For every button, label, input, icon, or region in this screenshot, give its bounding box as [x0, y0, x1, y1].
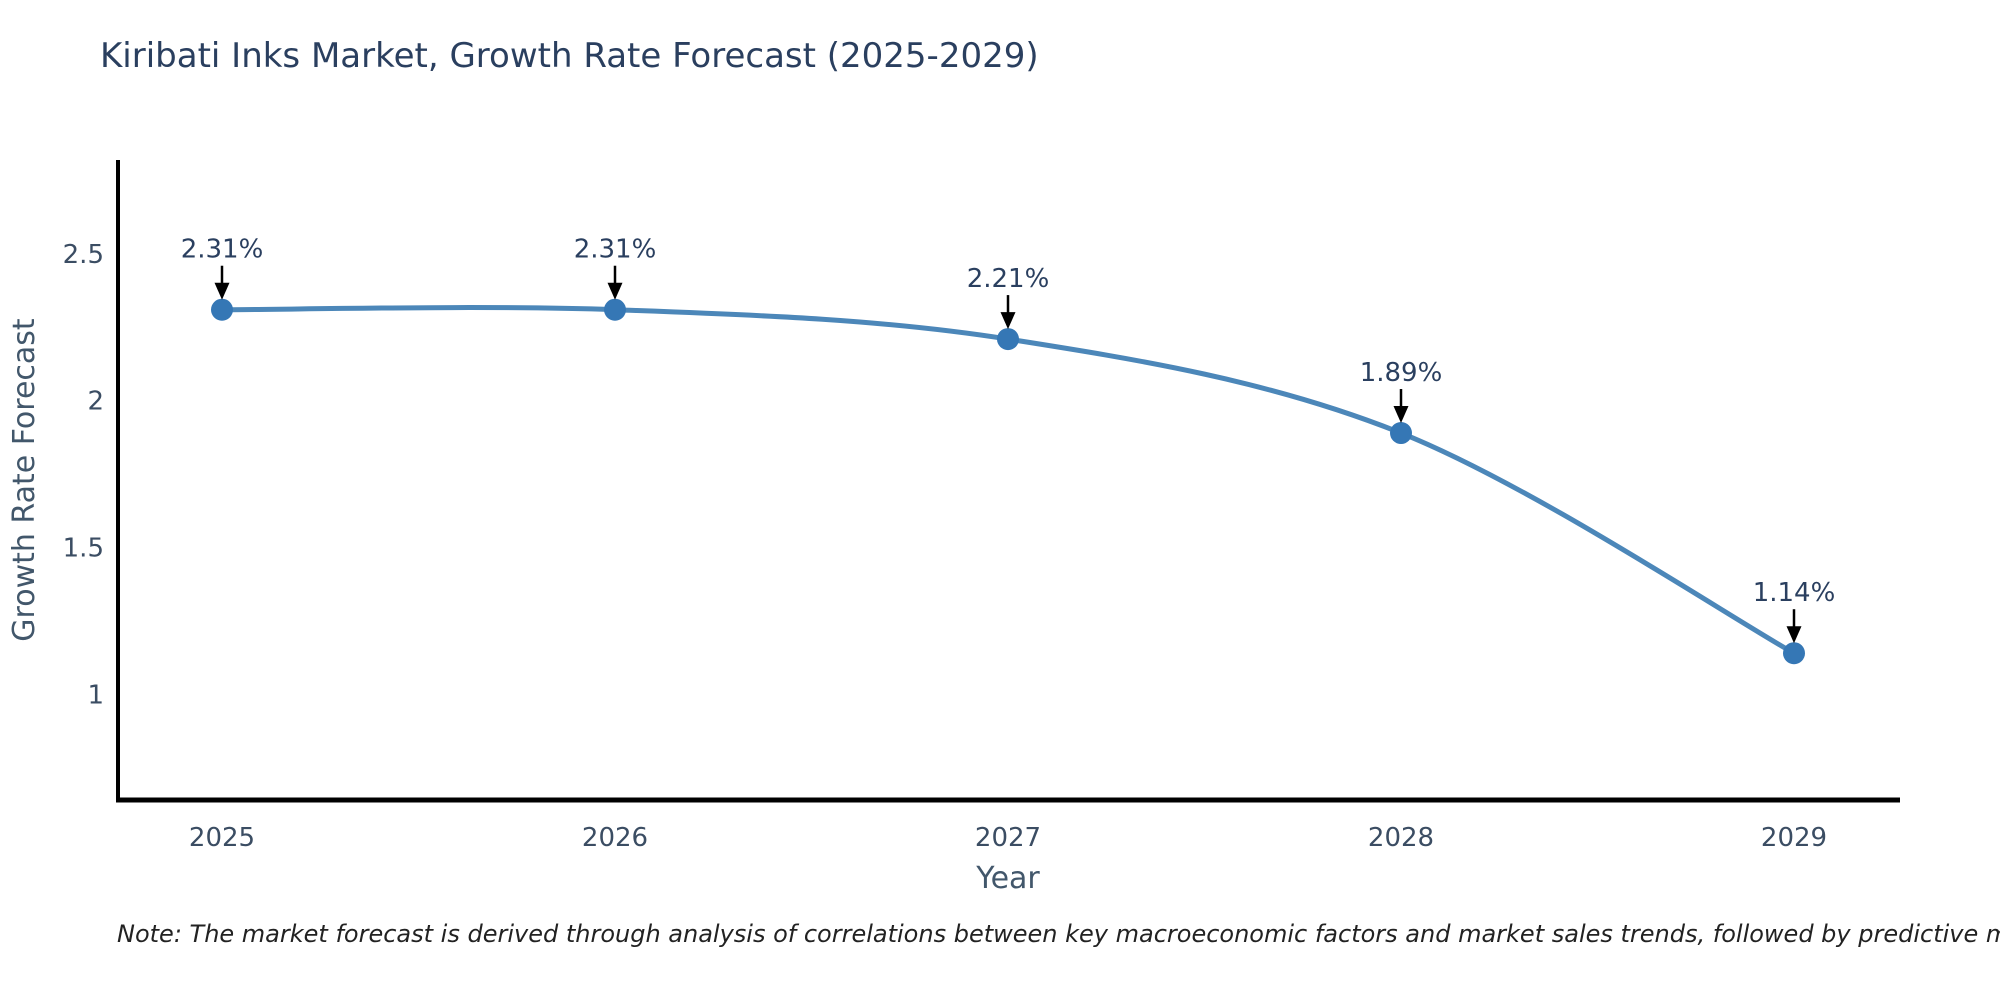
- annotation-arrowhead: [214, 282, 230, 300]
- data-point-marker[interactable]: [211, 298, 233, 321]
- x-tick-label: 2027: [975, 823, 1041, 853]
- annotation-arrowhead: [1393, 406, 1409, 424]
- x-tick-label: 2025: [189, 823, 255, 853]
- annotation-arrowhead: [1786, 626, 1802, 644]
- series-line: [221, 305, 1796, 656]
- data-point-marker[interactable]: [997, 328, 1019, 351]
- point-label: 1.14%: [1753, 578, 1836, 608]
- chart-title: Kiribati Inks Market, Growth Rate Foreca…: [100, 36, 1039, 76]
- data-point-marker[interactable]: [1783, 642, 1805, 665]
- point-label: 2.31%: [181, 235, 264, 265]
- annotation-arrowhead: [1000, 312, 1016, 330]
- footnote: Note: The market forecast is derived thr…: [117, 920, 2000, 948]
- y-axis-title: Growth Rate Forecast: [7, 318, 42, 642]
- x-tick-label: 2028: [1368, 823, 1434, 853]
- annotations: 2.31% 2.31% 2.21% 1.89% 1.14%: [181, 235, 1836, 644]
- point-label: 1.89%: [1360, 358, 1443, 388]
- x-axis-title: Year: [975, 861, 1040, 896]
- point-label: 2.31%: [574, 235, 657, 265]
- x-tick-label: 2026: [582, 823, 648, 853]
- data-point-marker[interactable]: [604, 298, 626, 321]
- y-tick-label: 2.5: [63, 240, 104, 270]
- x-tick-label: 2029: [1761, 823, 1827, 853]
- series: [211, 298, 1805, 665]
- axes: [116, 160, 1900, 803]
- annotation-arrowhead: [607, 282, 623, 300]
- tick-labels: 1 1.5 2 2.5 2025 2026 2027 2028 2029: [63, 240, 1827, 853]
- point-label: 2.21%: [967, 264, 1050, 294]
- y-tick-label: 1: [87, 680, 104, 710]
- data-point-marker[interactable]: [1390, 422, 1412, 445]
- y-tick-label: 2: [87, 387, 104, 417]
- y-tick-label: 1.5: [63, 534, 104, 564]
